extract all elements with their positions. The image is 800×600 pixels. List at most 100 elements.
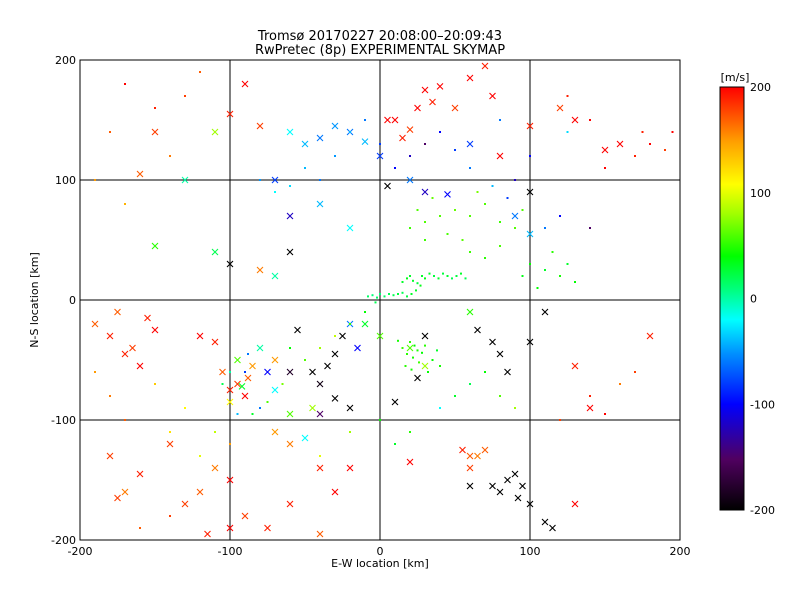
colorbar-tick-label: -100 [750, 398, 775, 411]
data-point-cross [244, 374, 252, 382]
data-point-cross [238, 383, 246, 390]
data-point-dot [169, 155, 171, 157]
data-point-cross [384, 182, 391, 190]
data-point-dot [461, 239, 464, 241]
data-point-cross [436, 83, 444, 90]
data-point-cross [429, 98, 436, 106]
data-point-cross [286, 212, 294, 220]
data-point-dot [304, 167, 306, 169]
data-point-cross [234, 356, 241, 364]
data-point-dot [169, 431, 171, 433]
data-point-dot [199, 71, 201, 73]
data-point-cross [459, 446, 466, 454]
data-point-cross [211, 464, 219, 472]
data-point-cross [391, 116, 399, 124]
data-point-cross [571, 116, 579, 124]
data-point-dot [416, 349, 419, 352]
data-point-dot [589, 119, 591, 121]
data-point-dot [244, 371, 246, 373]
data-point-dot [418, 361, 420, 364]
data-point-dot [439, 131, 441, 133]
data-point-cross [489, 482, 496, 490]
data-point-cross [526, 338, 534, 346]
data-point-dot [139, 527, 141, 529]
data-point-dot [379, 143, 381, 145]
data-point-dot [214, 431, 216, 433]
data-point-dot [154, 107, 156, 109]
data-point-dot [469, 383, 471, 385]
data-point-cross [421, 86, 429, 94]
data-point-dot [521, 275, 524, 277]
y-tick-label: 0 [69, 294, 76, 307]
data-point-cross [346, 224, 354, 232]
y-axis-label: N-S location [km] [28, 252, 41, 348]
data-point-dot [406, 295, 408, 298]
data-point-cross [489, 92, 496, 100]
colorbar [719, 86, 745, 511]
data-point-dot [379, 419, 381, 421]
data-point-dot [439, 407, 441, 409]
data-point-dot [371, 294, 374, 297]
data-point-dot [124, 203, 126, 205]
data-point-cross [466, 452, 474, 460]
data-point-cross [309, 404, 316, 412]
data-point-dot [634, 371, 636, 373]
data-point-dot [415, 289, 417, 292]
data-point-cross [511, 212, 519, 220]
data-point-dot [559, 215, 561, 217]
data-point-dot [289, 347, 291, 349]
data-point-cross [481, 62, 489, 70]
data-point-dot [229, 443, 231, 445]
data-point-dot [410, 293, 413, 295]
data-point-cross [541, 308, 549, 316]
data-point-dot [424, 221, 426, 223]
data-point-dot [671, 131, 674, 133]
data-point-dot [604, 413, 606, 415]
data-point-cross [301, 434, 309, 442]
data-point-dot [641, 131, 644, 133]
data-point-dot [499, 221, 501, 223]
data-point-cross [384, 116, 391, 124]
data-point-dot [476, 191, 479, 193]
data-point-dot [649, 143, 651, 145]
data-point-dot [416, 209, 419, 211]
data-point-cross [481, 446, 489, 454]
data-point-dot [469, 251, 471, 253]
y-tick-label: -100 [51, 414, 76, 427]
colorbar-tick-label: -200 [750, 504, 775, 517]
data-point-dot [401, 291, 404, 294]
data-point-cross [91, 320, 99, 328]
y-tick-label: -200 [51, 534, 76, 547]
data-point-cross [601, 146, 609, 154]
data-point-dot [184, 407, 186, 409]
data-point-dot [374, 301, 377, 304]
data-point-dot [529, 263, 531, 265]
data-point-cross [324, 362, 331, 370]
data-point-cross [271, 272, 279, 280]
data-point-cross [241, 392, 249, 400]
data-point-cross [526, 230, 534, 238]
data-point-dot [514, 407, 516, 409]
data-point-dot [589, 227, 591, 229]
data-point-dot [404, 365, 407, 367]
data-point-cross [151, 128, 159, 136]
data-point-cross [219, 368, 226, 376]
data-point-dot [409, 431, 411, 433]
data-point-cross [496, 152, 504, 160]
data-point-cross [571, 362, 579, 370]
data-point-dot [446, 233, 449, 235]
data-point-dot [124, 419, 126, 421]
data-point-cross [204, 530, 211, 538]
data-point-dot [229, 371, 231, 373]
data-point-cross [421, 332, 429, 340]
data-point-cross [346, 404, 354, 412]
data-point-dot [406, 277, 408, 280]
data-point-dot [259, 179, 261, 181]
data-point-dot [431, 359, 434, 361]
data-point-dot [409, 227, 411, 229]
data-point-cross [286, 440, 294, 448]
data-point-cross [234, 380, 241, 388]
y-tick-labels: -200 -100 0 100 200 [51, 54, 76, 547]
x-tick-label: 100 [520, 545, 541, 558]
data-point-cross [406, 458, 414, 466]
